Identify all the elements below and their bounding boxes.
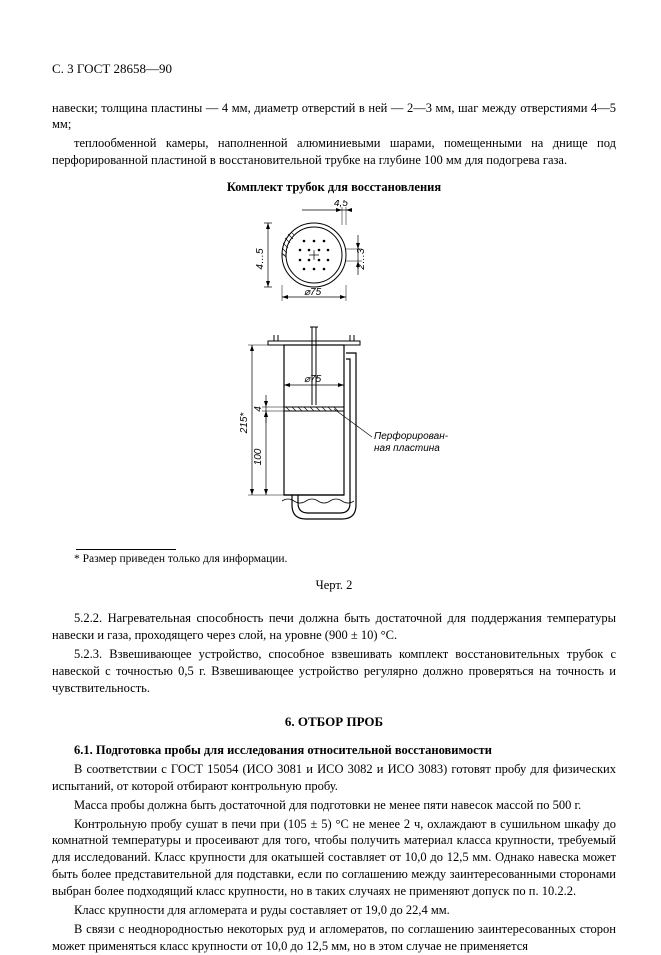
figure-title: Комплект трубок для восстановления	[52, 179, 616, 196]
perf-label-1: Перфорирован-	[374, 430, 449, 442]
dim-215: 215*	[239, 412, 250, 435]
dim-100: 100	[253, 448, 264, 465]
page-root: С. 3 ГОСТ 28658—90 навески; толщина плас…	[0, 0, 661, 955]
p-5-2-2: 5.2.2. Нагревательная способность печи д…	[52, 610, 616, 644]
paragraph-teploobmen: теплообменной камеры, наполненной алюмин…	[52, 135, 616, 169]
figure-container: 4…5 4,5 2…3	[52, 200, 616, 545]
paragraph-naveski: навески; толщина пластины — 4 мм, диамет…	[52, 100, 616, 134]
p-6-1-head: 6.1. Подготовка пробы для исследования о…	[74, 743, 492, 757]
p-6-1-e: В связи с неоднородностью некоторых руд …	[52, 921, 616, 955]
footnote-divider	[76, 549, 176, 550]
dim-2-3: 2…3	[356, 248, 367, 271]
dim-4-5-v: 4…5	[255, 248, 266, 270]
dim-4-5: 4,5	[334, 200, 348, 209]
p-6-1-b: Масса пробы должна быть достаточной для …	[52, 797, 616, 814]
perf-label-2: ная пластина	[374, 443, 440, 454]
page-header: С. 3 ГОСТ 28658—90	[52, 60, 616, 78]
p-6-1-d: Класс крупности для агломерата и руды со…	[52, 902, 616, 919]
dim-d75-top: ⌀75	[304, 287, 322, 298]
p-6-1-a: В соответствии с ГОСТ 15054 (ИСО 3081 и …	[52, 761, 616, 795]
tubes-diagram-icon: 4…5 4,5 2…3	[194, 200, 474, 540]
p-5-2-3: 5.2.3. Взвешивающее устройство, способно…	[52, 646, 616, 697]
dim-d75-side: ⌀75	[304, 374, 322, 385]
section-6-heading: 6. ОТБОР ПРОБ	[52, 713, 616, 731]
p-6-1-c: Контрольную пробу сушат в печи при (105 …	[52, 816, 616, 900]
figure-caption: Черт. 2	[52, 577, 616, 594]
dim-4: 4	[253, 406, 264, 412]
footnote: * Размер приведен только для информации.	[52, 552, 616, 568]
